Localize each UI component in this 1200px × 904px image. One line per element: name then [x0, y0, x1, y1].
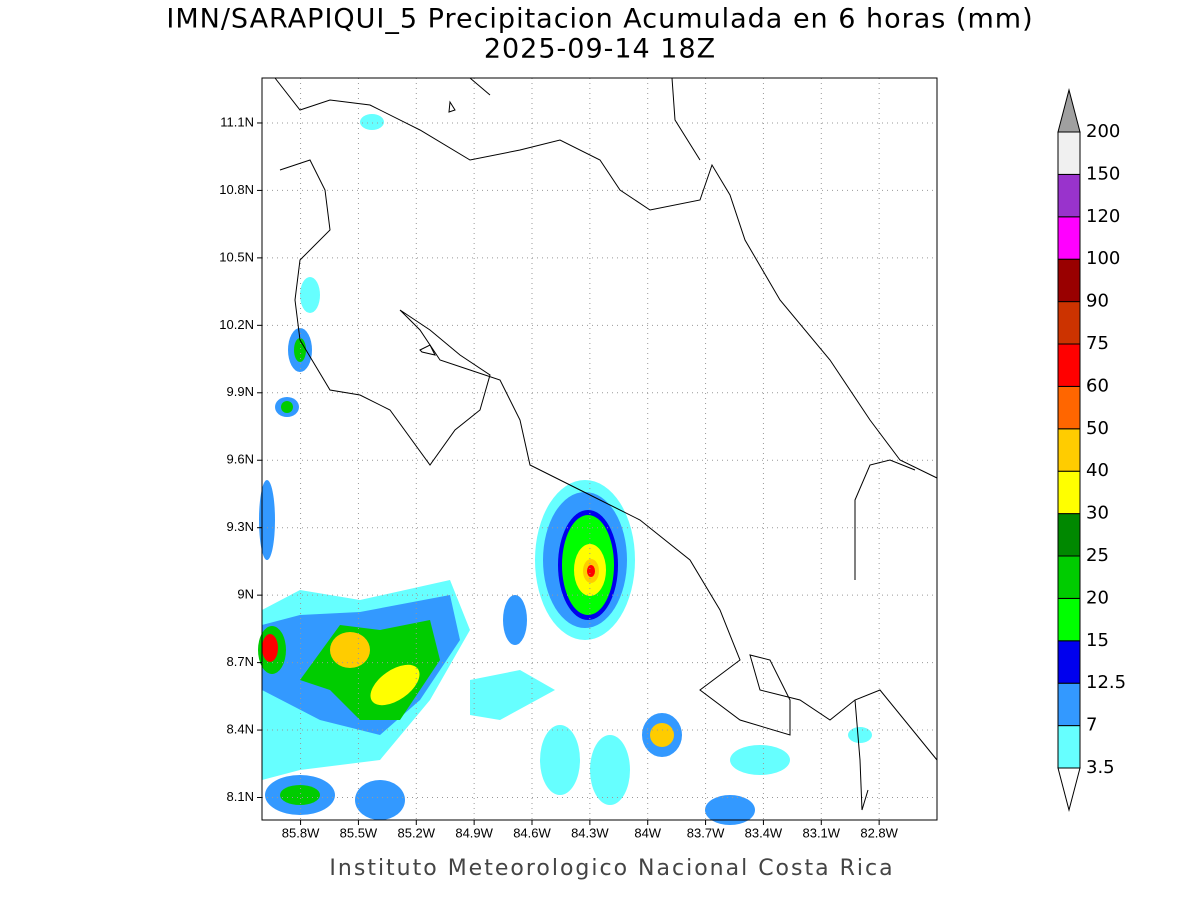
- precipitation-field: [258, 114, 872, 825]
- x-tick-label: 82.8W: [860, 825, 898, 840]
- y-tick-label: 8.7N: [227, 654, 254, 669]
- x-tick-label: 83.1W: [802, 825, 840, 840]
- colorbar-label: 50: [1086, 418, 1109, 439]
- colorbar-label: 200: [1086, 121, 1120, 142]
- colorbar-swatch: [1057, 682, 1081, 727]
- colorbar-label: 7: [1086, 715, 1097, 736]
- colorbar-swatch: [1057, 258, 1081, 303]
- y-tick-label: 9.6N: [227, 452, 254, 467]
- colorbar-over: [1057, 88, 1081, 133]
- map-frame: [261, 77, 938, 821]
- x-tick-label: 84.6W: [513, 825, 551, 840]
- colorbar-swatch: [1057, 301, 1081, 345]
- colorbar-swatch: [1057, 640, 1081, 684]
- colorbar-label: 90: [1086, 291, 1109, 312]
- colorbar-label: 40: [1086, 460, 1109, 481]
- colorbar-label: 3.5: [1086, 757, 1115, 778]
- x-tick-label: 84.9W: [455, 825, 493, 840]
- colorbar-swatch: [1057, 131, 1081, 175]
- colorbar-label: 150: [1086, 163, 1120, 184]
- y-tick-label: 10.8N: [219, 182, 254, 197]
- subtitle: 2025-09-14 18Z: [484, 34, 716, 65]
- colorbar-swatch: [1057, 470, 1081, 515]
- colorbar-label: 25: [1086, 545, 1109, 566]
- colorbar-swatch: [1057, 173, 1081, 218]
- colorbar-swatch: [1057, 597, 1081, 642]
- colorbar-swatch: [1057, 428, 1081, 472]
- colorbar-swatch: [1057, 343, 1081, 387]
- title: IMN/SARAPIQUI_5 Precipitacion Acumulada …: [166, 4, 1033, 35]
- colorbar-label: 12.5: [1086, 672, 1126, 693]
- x-tick-label: 85.8W: [282, 825, 320, 840]
- y-tick-label: 10.2N: [219, 317, 254, 332]
- colorbar-label: 15: [1086, 630, 1109, 651]
- x-tick-label: 83.7W: [687, 825, 725, 840]
- x-tick-label: 84.3W: [571, 825, 609, 840]
- colorbar-label: 60: [1086, 375, 1109, 396]
- y-tick-label: 8.1N: [227, 789, 254, 804]
- colorbar-label: 120: [1086, 206, 1120, 227]
- y-tick-label: 10.5N: [219, 249, 254, 264]
- colorbar-label: 30: [1086, 503, 1109, 524]
- x-tick-label: 84W: [634, 825, 661, 840]
- colorbar-under: [1057, 767, 1081, 812]
- y-tick-label: 9.3N: [227, 519, 254, 534]
- colorbar-label: 75: [1086, 333, 1109, 354]
- y-tick-label: 9N: [237, 587, 254, 602]
- colorbar-label: 20: [1086, 587, 1109, 608]
- x-tick-label: 83.4W: [745, 825, 783, 840]
- x-tick-label: 85.2W: [397, 825, 435, 840]
- colorbar-label: 100: [1086, 248, 1120, 269]
- coastline: [274, 77, 938, 811]
- y-tick-label: 9.9N: [227, 384, 254, 399]
- x-tick-label: 85.5W: [340, 825, 378, 840]
- colorbar-swatch: [1057, 216, 1081, 260]
- colorbar-swatch: [1057, 385, 1081, 430]
- colorbar-swatch: [1057, 725, 1081, 769]
- colorbar-swatch: [1057, 513, 1081, 557]
- footer: Instituto Meteorologico Nacional Costa R…: [329, 856, 894, 881]
- y-tick-label: 11.1N: [220, 114, 254, 129]
- y-tick-label: 8.4N: [227, 721, 254, 736]
- graticule: [262, 78, 937, 820]
- colorbar-swatch: [1057, 555, 1081, 599]
